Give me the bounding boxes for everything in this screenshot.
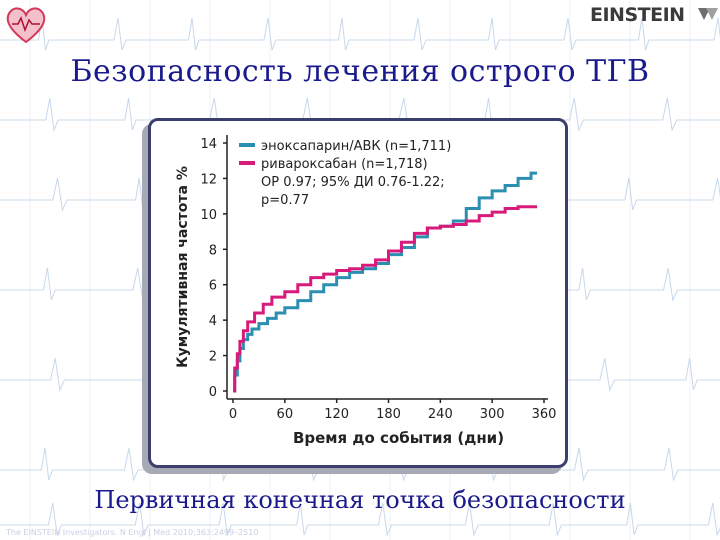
series-line-2: [233, 205, 538, 393]
y-tick-label: 0: [209, 385, 217, 400]
chart-panel: 0 2 4 6 8 10 12 14 0 60 120 180 240 300 360 эноксапари…: [148, 118, 568, 468]
y-tick-label: 14: [200, 137, 217, 152]
y-tick-label: 4: [209, 314, 217, 329]
slide-caption: Первичная конечная точка безопасности: [94, 486, 626, 514]
line-chart: 0 2 4 6 8 10 12 14 0 60 120 180 240 300 360 эноксапари…: [175, 135, 557, 447]
x-tick-label: 240: [428, 407, 453, 422]
x-tick-label: 360: [532, 407, 557, 422]
x-tick-label: 180: [376, 407, 401, 422]
y-tick-label: 12: [200, 172, 217, 187]
heart-logo-icon: [6, 7, 46, 44]
y-tick-label: 8: [209, 243, 217, 258]
x-tick-label: 60: [277, 407, 294, 422]
ecg-trace: [0, 17, 720, 51]
x-tick-label: 0: [229, 407, 237, 422]
y-axis-label: Кумулятивная частота %: [175, 166, 191, 368]
annotation-line-1: ОР 0.97; 95% ДИ 0.76-1.22;: [261, 175, 445, 190]
legend-label-1: эноксапарин/АВК (n=1,711): [261, 139, 451, 154]
ecg-trace: [0, 502, 720, 537]
slide-title: Безопасность лечения острого ТГВ: [70, 54, 650, 89]
einstein-logo-text: EINSTEIN: [590, 4, 685, 26]
source-footnote: The EINSTEIN Investigators. N Engl J Med…: [6, 528, 259, 537]
x-tick-label: 300: [480, 407, 505, 422]
ecg-trace: [0, 97, 720, 132]
y-tick-label: 10: [200, 208, 217, 223]
annotation-line-2: p=0.77: [261, 193, 309, 208]
x-axis-label: Время до события (дни): [293, 429, 504, 447]
x-tick-label: 120: [324, 407, 349, 422]
einstein-logo: EINSTEIN: [590, 4, 718, 26]
y-tick-label: 2: [209, 350, 217, 365]
legend-label-2: ривароксабан (n=1,718): [261, 157, 428, 172]
series-line-1: [233, 171, 538, 393]
y-tick-label: 6: [209, 279, 217, 294]
